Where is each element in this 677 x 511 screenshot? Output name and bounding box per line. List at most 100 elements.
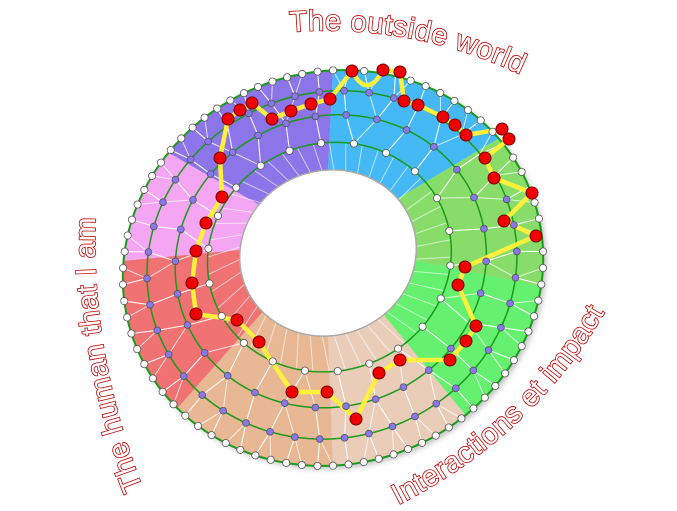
mesh-line (281, 153, 300, 177)
purple-node (143, 274, 151, 283)
mesh-line (304, 370, 316, 408)
purple-node (180, 372, 188, 380)
purple-node (242, 419, 250, 427)
purple-node (315, 435, 324, 443)
white-node (374, 454, 383, 463)
white-node (313, 67, 322, 76)
purple-node (150, 222, 158, 231)
white-node (239, 89, 248, 98)
white-node (140, 360, 149, 369)
red-node (230, 313, 244, 327)
mesh-line (168, 324, 188, 355)
purple-node (173, 290, 182, 298)
purple-node (245, 109, 253, 118)
white-node (436, 88, 445, 97)
white-node (450, 96, 459, 105)
white-node (509, 153, 518, 162)
purple-node (484, 346, 493, 354)
mesh-line (148, 251, 176, 262)
white-node (389, 450, 398, 459)
purple-node (447, 344, 455, 353)
mesh-line (488, 349, 515, 361)
white-node (445, 226, 454, 235)
mesh-line (209, 234, 244, 241)
mesh-line (227, 126, 234, 153)
purple-node (183, 321, 192, 329)
white-node (349, 139, 358, 148)
purple-node (482, 257, 490, 266)
mesh-line (232, 151, 261, 167)
mesh-line (357, 145, 363, 174)
white-node (236, 445, 245, 454)
white-node (140, 185, 149, 194)
red-node (495, 122, 509, 136)
mesh-line (144, 353, 169, 365)
mesh-line (211, 410, 224, 436)
white-node (268, 357, 277, 366)
mesh-line (217, 283, 245, 309)
mesh-line (207, 259, 240, 276)
mesh-line (395, 302, 428, 321)
mesh-line (515, 277, 542, 285)
purple-node (432, 399, 440, 408)
white-node (118, 280, 127, 289)
mesh-line (312, 144, 323, 171)
white-node (239, 338, 248, 347)
mesh-line (415, 256, 452, 260)
mesh-line (284, 403, 296, 438)
purple-node (371, 395, 380, 404)
white-node (207, 431, 216, 440)
mesh-line (435, 403, 450, 428)
red-node (393, 65, 407, 79)
purple-node (510, 221, 518, 229)
purple-node (342, 111, 350, 119)
white-node (119, 263, 128, 272)
red-node (451, 278, 465, 292)
red-node (525, 186, 539, 200)
mesh-line (221, 207, 254, 213)
mesh-line (513, 218, 540, 226)
white-node (158, 387, 167, 396)
mesh-line (321, 336, 330, 372)
mesh-line (254, 431, 271, 456)
mesh-line (456, 153, 481, 171)
mesh-line (414, 416, 423, 443)
white-node (431, 431, 440, 440)
white-node (328, 66, 337, 75)
mesh-line (127, 235, 149, 253)
white-node (333, 367, 342, 376)
mesh-line (363, 433, 370, 463)
white-node (360, 67, 369, 76)
purple-node (200, 349, 209, 357)
red-node (487, 171, 501, 185)
purple-node (453, 165, 461, 174)
mesh-line (333, 335, 347, 371)
white-node (530, 198, 539, 207)
purple-node (388, 422, 397, 431)
mesh-line (319, 438, 334, 466)
purple-node (311, 112, 320, 121)
purple-node (315, 88, 324, 96)
purple-node (186, 155, 195, 164)
purple-node (480, 224, 488, 233)
mesh-line (285, 436, 296, 464)
mesh-line (485, 260, 516, 279)
purple-node (251, 388, 259, 397)
mesh-line (248, 113, 259, 136)
white-node (282, 458, 291, 467)
mesh-line (402, 293, 437, 307)
mesh-line (379, 156, 395, 184)
purple-node (425, 366, 433, 374)
mesh-line (204, 117, 209, 142)
white-node (253, 82, 262, 91)
white-node (181, 411, 190, 420)
purple-node (198, 391, 207, 399)
purple-node (223, 371, 232, 380)
red-node (459, 334, 473, 348)
white-node (446, 261, 455, 270)
red-node (320, 385, 334, 399)
red-node (478, 151, 492, 165)
mesh-line (175, 179, 194, 201)
white-node (501, 369, 510, 378)
white-node (283, 73, 292, 82)
